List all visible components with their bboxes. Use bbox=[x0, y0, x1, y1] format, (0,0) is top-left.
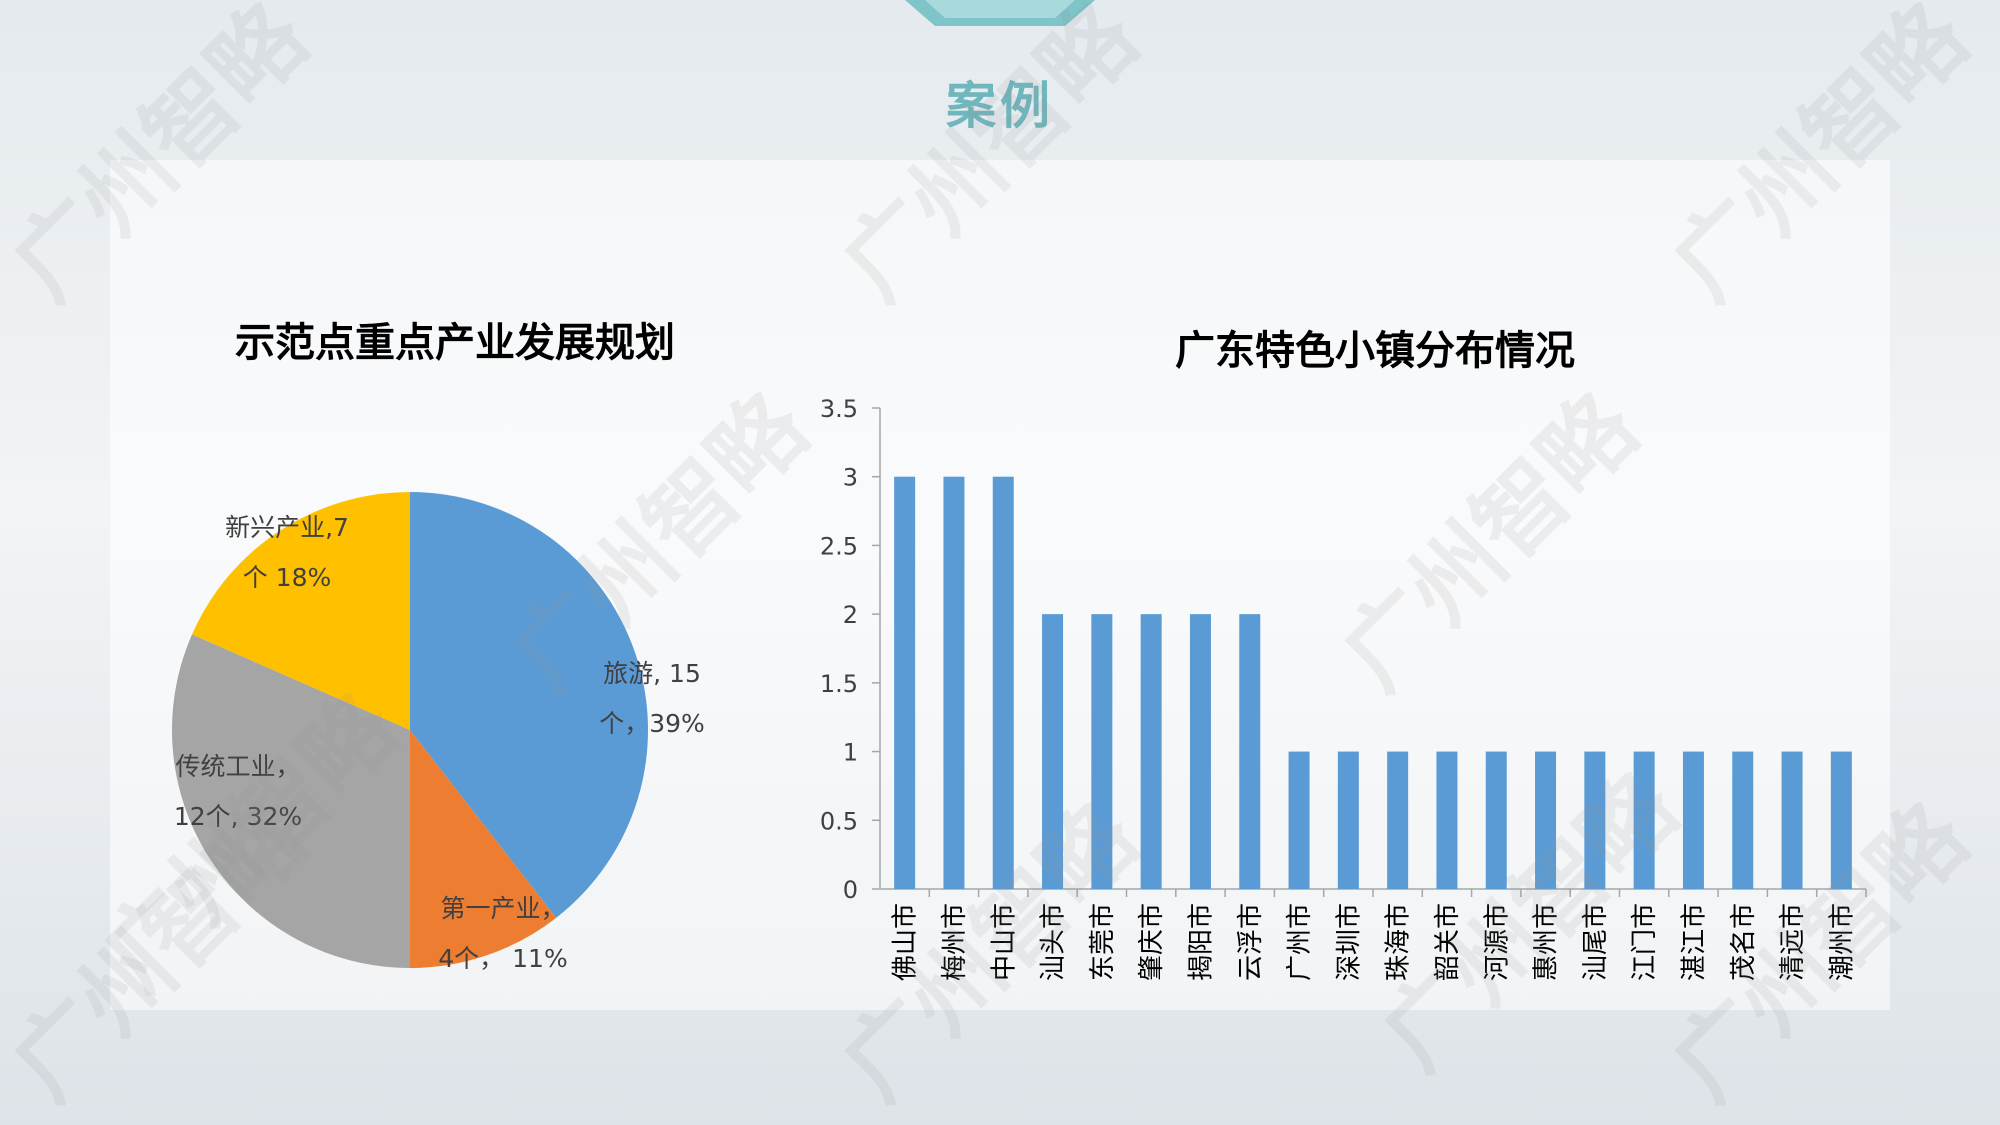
pie-data-label-4-line-2: 个 18% bbox=[243, 563, 332, 592]
pie-slice-1 bbox=[410, 492, 649, 918]
pie-slice-3 bbox=[171, 634, 410, 968]
x-category-label: 江门市 bbox=[1630, 903, 1660, 981]
pie-data-label-2-line-2: 4个， 11% bbox=[438, 944, 567, 973]
bar-6 bbox=[1140, 614, 1162, 889]
x-category-label: 珠海市 bbox=[1384, 903, 1414, 981]
y-tick-label: 2 bbox=[843, 601, 858, 629]
bar-12 bbox=[1436, 751, 1458, 889]
top-banner-decoration bbox=[905, 0, 1095, 26]
y-tick-label: 3.5 bbox=[820, 395, 858, 423]
bar-2 bbox=[943, 476, 965, 889]
y-tick-label: 2.5 bbox=[820, 532, 858, 560]
bar-18 bbox=[1732, 751, 1754, 889]
pie-data-label-4-line-1: 新兴产业,7 bbox=[225, 513, 349, 542]
y-tick-label: 1 bbox=[843, 739, 858, 767]
bar-chart: 广东特色小镇分布情况 0 0.5 1 1.5 2 2.5 3 3.5 佛山市 梅州市 中山市 汕头市… bbox=[820, 328, 1867, 981]
x-category-label: 茂名市 bbox=[1729, 903, 1759, 981]
pie-slice-2 bbox=[410, 730, 557, 968]
x-category-label: 梅州市 bbox=[940, 903, 970, 981]
bar-11 bbox=[1387, 751, 1409, 889]
slide-title: 案例 bbox=[946, 77, 1054, 135]
x-category-label: 佛山市 bbox=[891, 903, 921, 981]
bar-10 bbox=[1337, 751, 1359, 889]
x-category-label: 东莞市 bbox=[1088, 903, 1118, 981]
bar-3 bbox=[992, 476, 1014, 889]
pie-slice-4 bbox=[192, 492, 410, 730]
bar-9 bbox=[1288, 751, 1310, 889]
bar-16 bbox=[1633, 751, 1655, 889]
bar-chart-title: 广东特色小镇分布情况 bbox=[1175, 328, 1575, 374]
x-category-label: 云浮市 bbox=[1236, 903, 1266, 981]
x-category-label: 湛江市 bbox=[1679, 903, 1709, 981]
pie-data-label-1-line-1: 旅游, 15 bbox=[603, 659, 701, 688]
pie-data-label-1-line-2: 个，39% bbox=[599, 709, 705, 738]
bar-19 bbox=[1781, 751, 1803, 889]
bar-15 bbox=[1584, 751, 1606, 889]
y-tick-label: 1.5 bbox=[820, 670, 858, 698]
x-category-label: 广州市 bbox=[1285, 903, 1315, 981]
x-category-label: 韶关市 bbox=[1433, 903, 1463, 981]
bar-20 bbox=[1830, 751, 1852, 889]
x-category-label: 潮州市 bbox=[1827, 903, 1857, 981]
x-category-label: 河源市 bbox=[1482, 903, 1512, 981]
x-category-label: 汕头市 bbox=[1039, 903, 1069, 981]
x-category-label: 中山市 bbox=[989, 903, 1019, 981]
x-category-label: 深圳市 bbox=[1334, 903, 1364, 981]
x-category-label: 揭阳市 bbox=[1186, 903, 1216, 981]
bar-8 bbox=[1239, 614, 1261, 889]
pie-chart-title: 示范点重点产业发展规划 bbox=[235, 320, 675, 366]
bar-7 bbox=[1189, 614, 1211, 889]
bar-5 bbox=[1091, 614, 1113, 889]
bar-17 bbox=[1682, 751, 1704, 889]
pie-data-label-2-line-1: 第一产业， bbox=[440, 894, 565, 923]
x-category-label: 惠州市 bbox=[1532, 903, 1562, 981]
y-tick-label: 0.5 bbox=[820, 807, 858, 835]
pie-chart: 示范点重点产业发展规划 旅游, 15 个，39% 第一产业， 4个， 11% 传统工业，… bbox=[171, 320, 705, 973]
x-category-label: 清远市 bbox=[1778, 903, 1808, 981]
bar-1 bbox=[894, 476, 916, 889]
bar-14 bbox=[1535, 751, 1557, 889]
x-category-label: 肇庆市 bbox=[1137, 903, 1167, 981]
bar-13 bbox=[1485, 751, 1507, 889]
bar-4 bbox=[1042, 614, 1064, 889]
pie-data-label-3-line-1: 传统工业， bbox=[175, 752, 300, 781]
y-tick-label: 0 bbox=[843, 876, 858, 904]
x-category-label: 汕尾市 bbox=[1581, 903, 1611, 981]
y-tick-label: 3 bbox=[843, 464, 858, 492]
pie-data-label-3-line-2: 12个, 32% bbox=[174, 802, 302, 831]
